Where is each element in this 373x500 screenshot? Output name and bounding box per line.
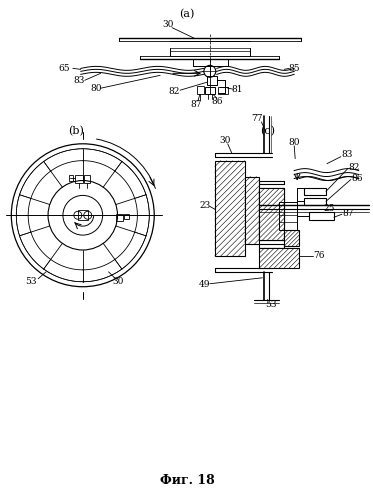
Bar bbox=[75, 174, 83, 182]
Text: (c): (c) bbox=[260, 126, 275, 136]
Bar bbox=[279, 202, 297, 230]
Bar bbox=[116, 214, 123, 221]
Text: 85: 85 bbox=[288, 64, 300, 73]
Text: 82: 82 bbox=[348, 163, 360, 172]
Bar bbox=[69, 174, 73, 180]
Bar bbox=[78, 210, 88, 220]
Text: 25: 25 bbox=[323, 204, 335, 213]
Text: 53: 53 bbox=[25, 278, 37, 286]
Text: 65: 65 bbox=[58, 64, 70, 73]
Bar bbox=[260, 188, 284, 240]
Bar bbox=[245, 176, 260, 244]
Text: 81: 81 bbox=[232, 84, 243, 94]
Bar bbox=[205, 87, 215, 94]
Bar bbox=[215, 160, 245, 256]
Text: 53: 53 bbox=[266, 300, 277, 309]
Bar bbox=[84, 174, 90, 182]
Bar bbox=[260, 188, 284, 240]
Bar bbox=[260, 248, 299, 268]
Text: 80: 80 bbox=[288, 138, 300, 147]
Bar bbox=[218, 87, 228, 94]
Text: (a): (a) bbox=[179, 8, 195, 19]
Text: 87: 87 bbox=[342, 209, 354, 218]
Bar bbox=[304, 198, 326, 205]
Bar bbox=[197, 86, 204, 94]
Text: 83: 83 bbox=[341, 150, 352, 159]
Bar bbox=[304, 188, 326, 196]
Text: 82: 82 bbox=[168, 86, 180, 96]
Text: 49: 49 bbox=[199, 280, 211, 289]
Text: (b): (b) bbox=[68, 126, 84, 136]
Text: 30: 30 bbox=[113, 278, 124, 286]
Bar bbox=[207, 76, 217, 85]
Text: 77: 77 bbox=[252, 114, 263, 124]
Text: Фиг. 18: Фиг. 18 bbox=[160, 474, 214, 487]
Text: 87: 87 bbox=[190, 100, 202, 108]
Bar bbox=[125, 214, 129, 219]
Bar bbox=[309, 212, 334, 220]
Text: 86: 86 bbox=[211, 96, 223, 106]
Text: 80: 80 bbox=[90, 84, 101, 92]
Text: 76: 76 bbox=[313, 252, 325, 260]
Text: 30: 30 bbox=[163, 20, 174, 29]
Text: 23: 23 bbox=[199, 201, 210, 210]
Text: 83: 83 bbox=[73, 76, 85, 85]
Text: 30: 30 bbox=[219, 136, 231, 145]
Text: 86: 86 bbox=[351, 174, 363, 183]
Bar bbox=[284, 230, 299, 246]
